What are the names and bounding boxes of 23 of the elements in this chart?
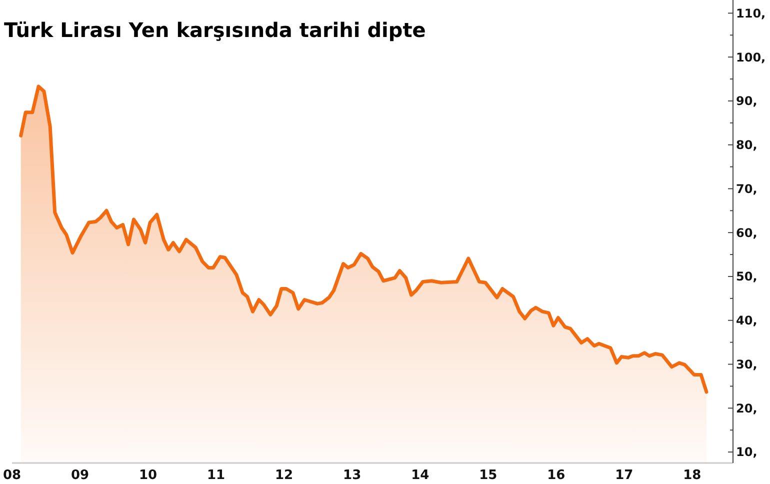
y-tick-label: 40,: [736, 314, 758, 328]
x-tick-label: 15: [479, 468, 498, 483]
x-tick-label: 17: [615, 468, 634, 483]
y-tick-label: 60,: [736, 226, 758, 240]
x-tick-label: 11: [207, 468, 226, 483]
y-tick-label: 110,: [736, 6, 766, 20]
x-tick-label: 10: [138, 468, 158, 483]
y-tick-label: 80,: [736, 138, 758, 152]
x-tick-label: 16: [547, 468, 566, 483]
x-tick-label: 09: [70, 468, 90, 483]
x-tick-label: 12: [275, 468, 294, 483]
x-tick-label: 08: [2, 468, 22, 483]
text: Türk Lirası Yen karşısında tarihi dipte: [4, 18, 426, 42]
y-tick-label: 70,: [736, 182, 758, 196]
y-tick-label: 30,: [736, 357, 758, 372]
y-tick-label: 20,: [736, 401, 758, 416]
y-tick-label: 50,: [736, 270, 758, 284]
x-tick-label: 18: [683, 468, 702, 483]
y-tick-label: 10,: [736, 445, 758, 460]
y-tick-label: 90,: [736, 94, 758, 108]
y-tick-label: 100,: [736, 50, 766, 64]
x-tick-label: 14: [411, 468, 430, 483]
x-tick-label: 13: [343, 468, 362, 483]
